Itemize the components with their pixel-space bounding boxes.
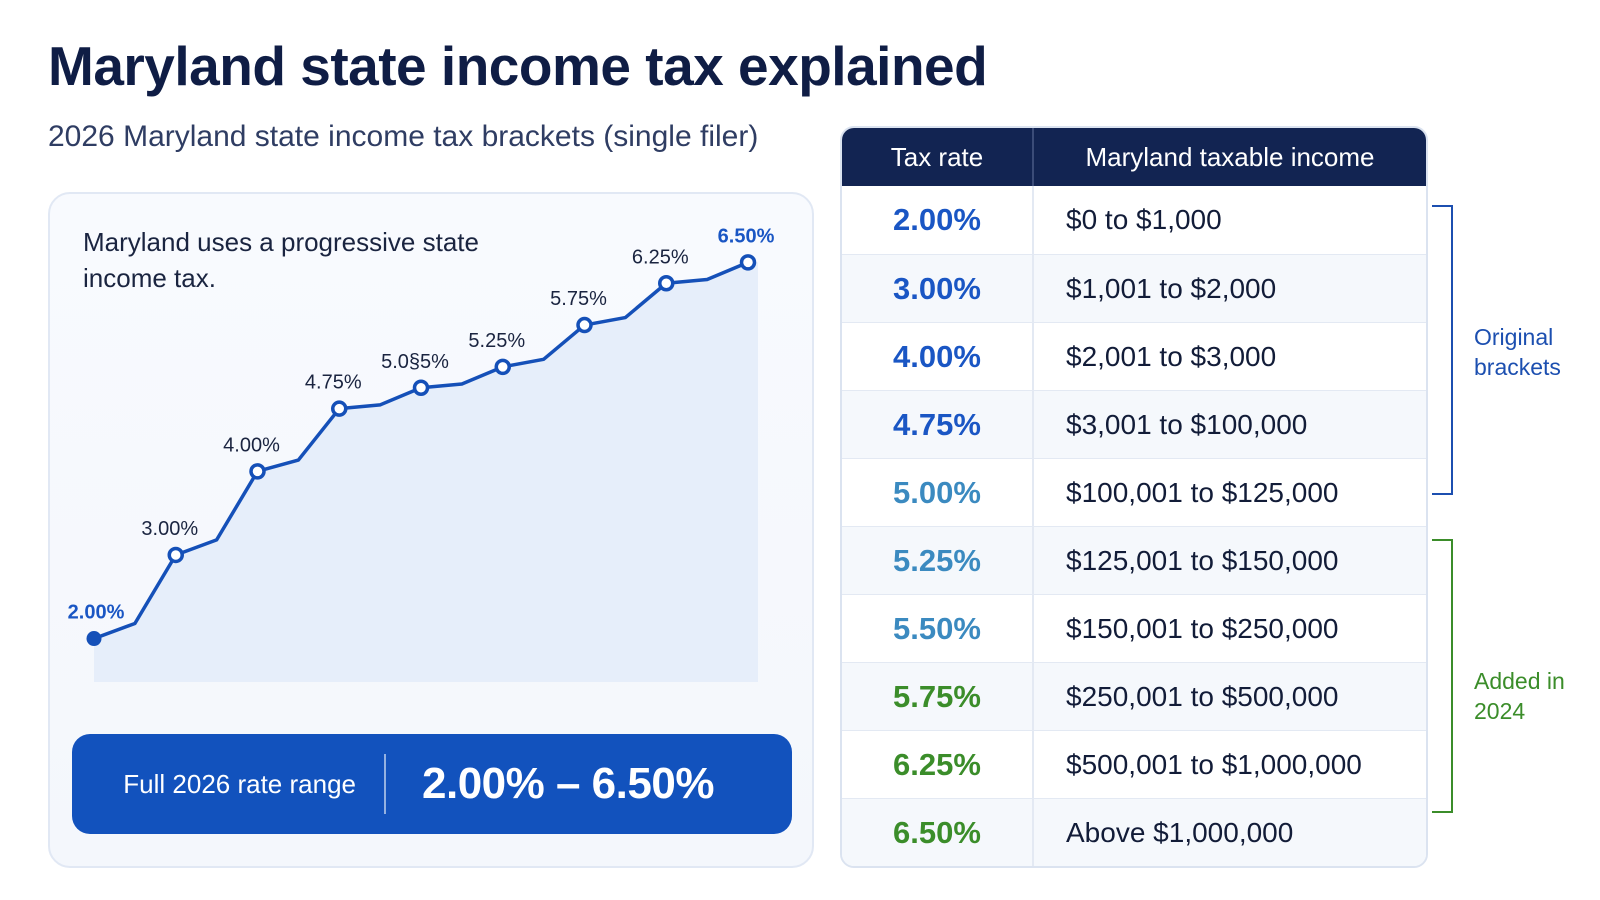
rate-range-banner: Full 2026 rate range 2.00% – 6.50%	[72, 734, 792, 834]
chart-intro-text: Maryland uses a progressive state income…	[83, 227, 479, 293]
added-brackets-marker	[1432, 539, 1453, 813]
taxable-income-cell: $3,001 to $100,000	[1066, 408, 1308, 440]
chart-data-label: 4.75%	[305, 372, 362, 394]
taxable-income-cell: $125,001 to $150,000	[1066, 544, 1339, 576]
chart-data-label: 6.50%	[718, 225, 775, 247]
chart-point	[412, 379, 430, 397]
chart-point	[494, 358, 511, 376]
taxable-income-cell: $1,001 to $2,000	[1066, 272, 1277, 304]
taxable-income-cell: $500,001 to $1,000,000	[1066, 748, 1362, 780]
added-in-2024-label: Added in 2024	[1474, 666, 1574, 726]
table-row: 6.25% $500,001 to $1,000,000	[842, 730, 1426, 798]
tax-rate-cell: 2.00%	[842, 186, 1034, 254]
chart-data-label: 5.25%	[468, 330, 525, 352]
chart-point	[86, 631, 102, 647]
tax-rate-cell: 5.75%	[842, 663, 1034, 730]
chart-point	[167, 546, 184, 564]
page-subtitle: 2026 Maryland state income tax brackets …	[48, 120, 759, 153]
taxable-income-cell: $150,001 to $250,000	[1066, 612, 1339, 644]
taxable-income-cell: Above $1,000,000	[1066, 816, 1294, 848]
column-header-tax-rate: Tax rate	[842, 128, 1034, 186]
table-row: 5.25% $125,001 to $150,000	[842, 526, 1426, 594]
chart-area-fill	[94, 262, 758, 682]
tax-rate-cell: 4.75%	[842, 391, 1034, 458]
chart-data-label: 6.25%	[632, 246, 689, 268]
table-row: 5.50% $150,001 to $250,000	[842, 594, 1426, 662]
chart-data-label: 5.75%	[550, 288, 607, 310]
table-row: 5.75% $250,001 to $500,000	[842, 662, 1426, 730]
page-title: Maryland state income tax explained	[48, 35, 988, 97]
table-row: 3.00% $1,001 to $2,000	[842, 254, 1426, 322]
chart-card: 2.00% 3.00% 4.00% 4.75% 5.0§5% 5.25% 5.75% 6.25…	[48, 192, 814, 868]
tax-rate-cell: 6.50%	[842, 799, 1034, 866]
table-row: 4.00% $2,001 to $3,000	[842, 322, 1426, 390]
chart-data-label: 5.0§5%	[381, 351, 449, 373]
rate-range-divider	[384, 754, 386, 814]
chart-data-label: 3.00%	[141, 518, 198, 540]
chart-data-label: 4.00%	[223, 434, 280, 456]
tax-rate-cell: 6.25%	[842, 731, 1034, 798]
rate-range-value: 2.00% – 6.50%	[422, 759, 714, 808]
taxable-income-cell: $2,001 to $3,000	[1066, 340, 1277, 372]
table-body: 2.00% $0 to $1,000 3.00% $1,001 to $2,000 4.…	[842, 186, 1426, 866]
taxable-income-cell: $100,001 to $125,000	[1066, 476, 1339, 508]
taxable-income-cell: $250,001 to $500,000	[1066, 680, 1339, 712]
chart-data-label: 2.00%	[68, 602, 125, 624]
column-header-taxable-income: Maryland taxable income	[1085, 141, 1375, 172]
table-row: 2.00% $0 to $1,000	[842, 186, 1426, 254]
table-header: Tax rate Maryland taxable income	[842, 128, 1426, 186]
chart-point	[658, 275, 675, 292]
table-row: 4.75% $3,001 to $100,000	[842, 390, 1426, 458]
rate-line-chart: 2.00% 3.00% 4.00% 4.75% 5.0§5% 5.25% 5.75% 6.25…	[68, 225, 775, 682]
tax-rate-cell: 5.50%	[842, 595, 1034, 662]
tax-rate-cell: 3.00%	[842, 255, 1034, 322]
taxable-income-cell: $0 to $1,000	[1066, 204, 1222, 235]
brackets-table: Tax rate Maryland taxable income 2.00% $0…	[840, 126, 1428, 868]
original-brackets-text: Original brackets	[1474, 324, 1561, 380]
original-brackets-label: Original brackets	[1474, 322, 1584, 382]
added-in-2024-text: Added in 2024	[1474, 668, 1565, 724]
tax-rate-cell: 4.00%	[842, 323, 1034, 390]
chart-point	[739, 254, 757, 271]
chart-point	[331, 400, 348, 417]
bracket-group-markers	[1432, 205, 1453, 813]
chart-point	[249, 463, 266, 480]
table-row: 6.50% Above $1,000,000	[842, 798, 1426, 866]
original-brackets-marker	[1432, 205, 1453, 495]
tax-rate-cell: 5.00%	[842, 459, 1034, 526]
table-row: 5.00% $100,001 to $125,000	[842, 458, 1426, 526]
chart-point	[576, 316, 593, 334]
rate-range-label: Full 2026 rate range	[123, 768, 356, 799]
tax-rate-cell: 5.25%	[842, 527, 1034, 594]
